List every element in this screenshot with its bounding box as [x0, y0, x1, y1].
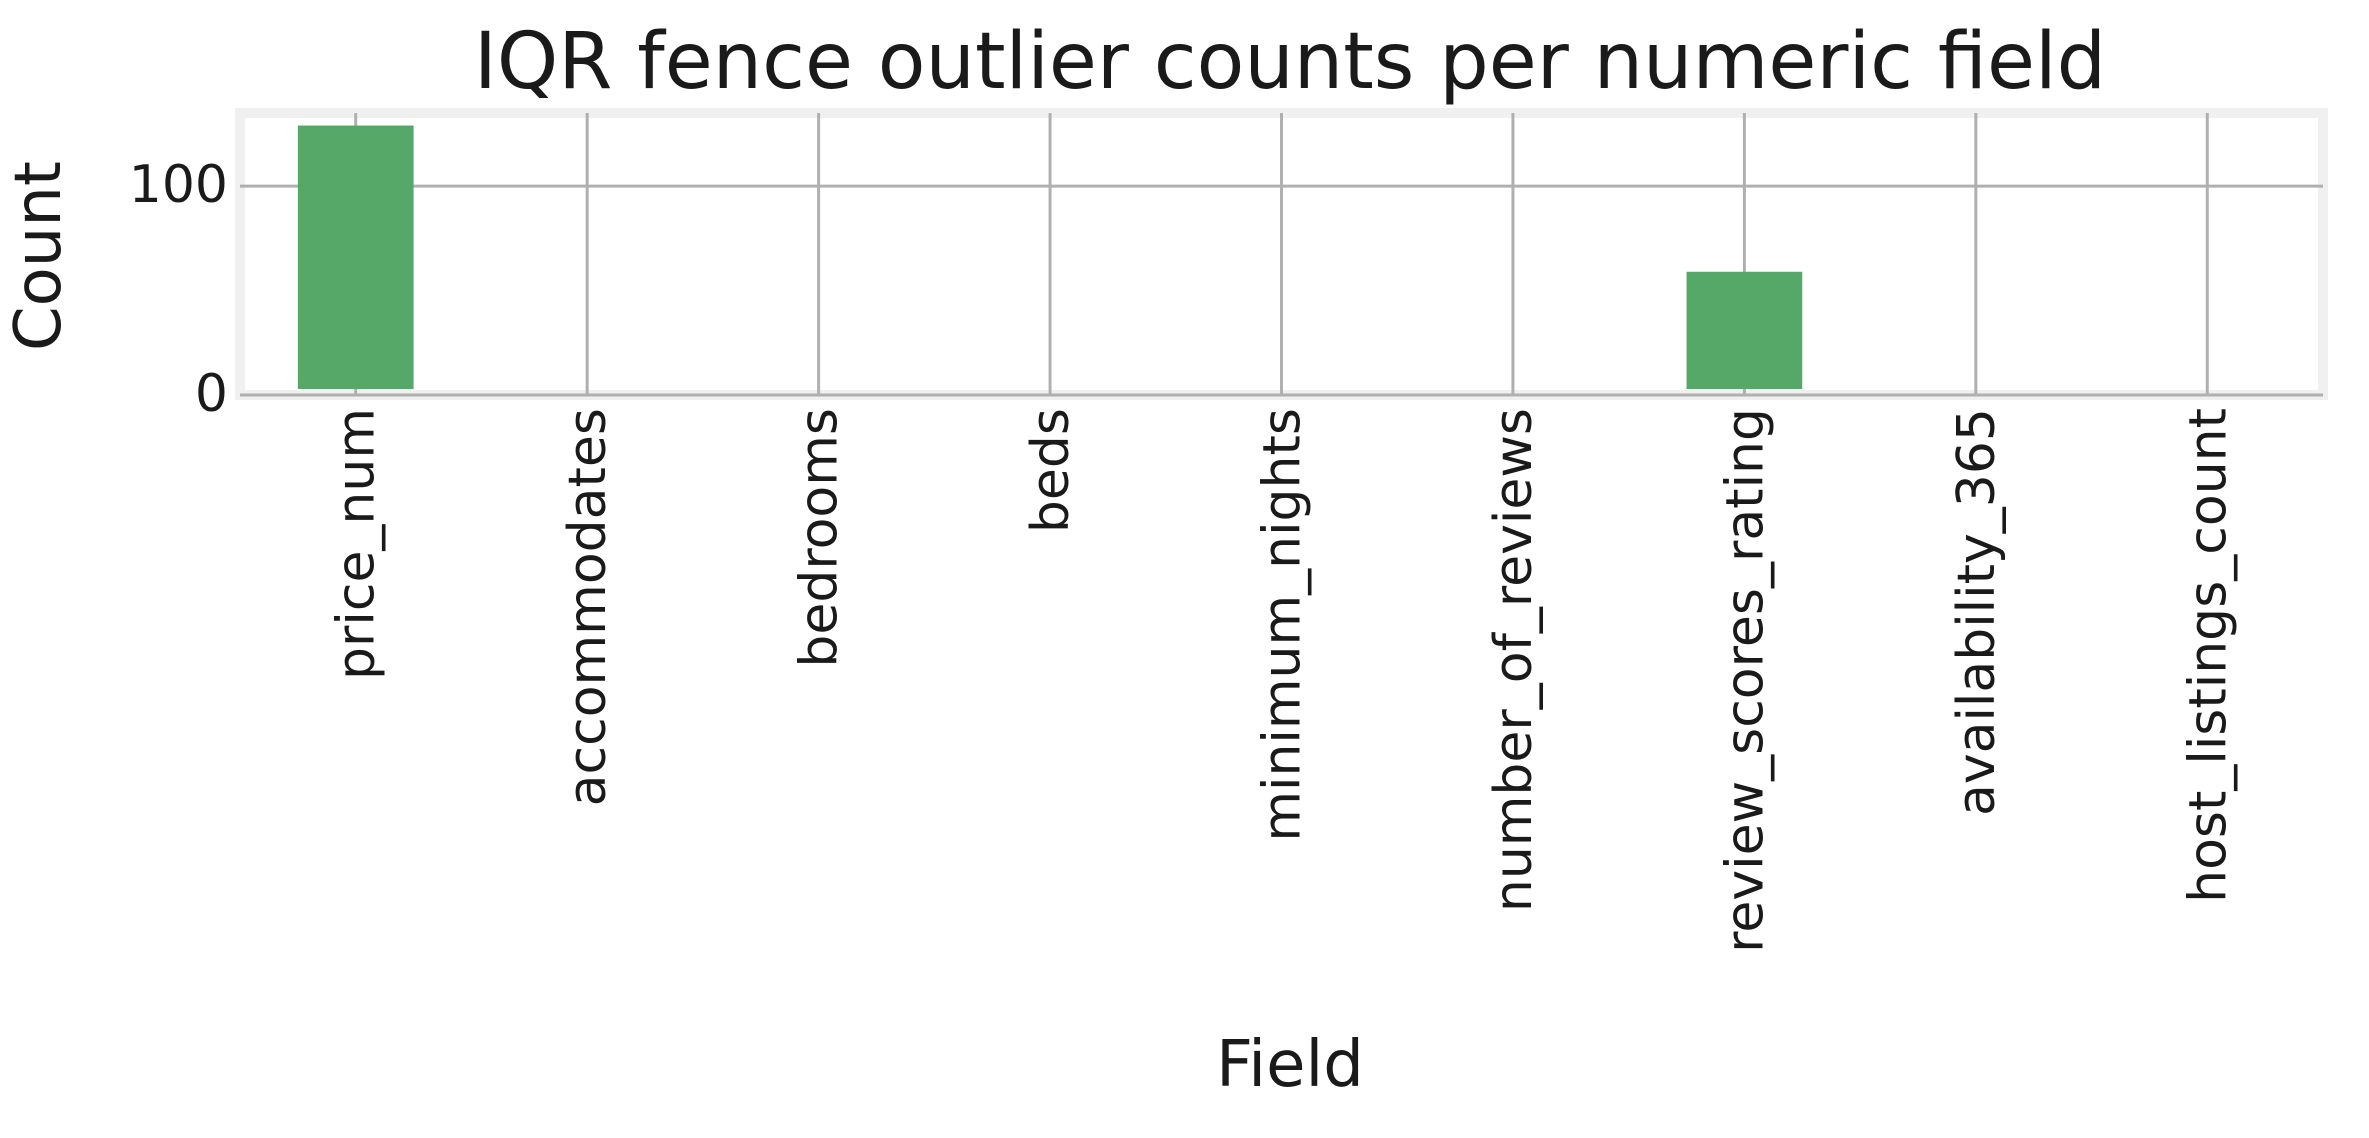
- x-axis-ticks: price_num accommodates bedrooms beds minimum…: [327, 408, 2239, 953]
- x-tick-label: price_num: [327, 408, 387, 680]
- x-tick-label: accommodates: [558, 408, 618, 806]
- x-tick-label: review_scores_rating: [1715, 408, 1775, 953]
- y-axis-ticks: 0 100: [129, 155, 228, 424]
- bar-review_scores_rating: [1686, 271, 1803, 389]
- y-tick-label: 0: [195, 364, 228, 424]
- x-tick-label: bedrooms: [790, 408, 850, 668]
- bars: [297, 125, 1803, 390]
- y-axis-label: Count: [2, 161, 76, 351]
- y-tick-label: 100: [129, 155, 228, 215]
- x-tick-label: beds: [1021, 408, 1081, 533]
- x-tick-label: host_listings_count: [2178, 408, 2238, 903]
- chart-title: IQR fence outlier counts per numeric fie…: [474, 17, 2106, 107]
- x-axis-label: Field: [1216, 1028, 1364, 1102]
- x-tick-label: minimum_nights: [1253, 408, 1313, 842]
- x-tick-label: number_of_reviews: [1484, 408, 1544, 912]
- x-tick-label: availability_365: [1947, 408, 2007, 816]
- bar-price_num: [297, 125, 414, 390]
